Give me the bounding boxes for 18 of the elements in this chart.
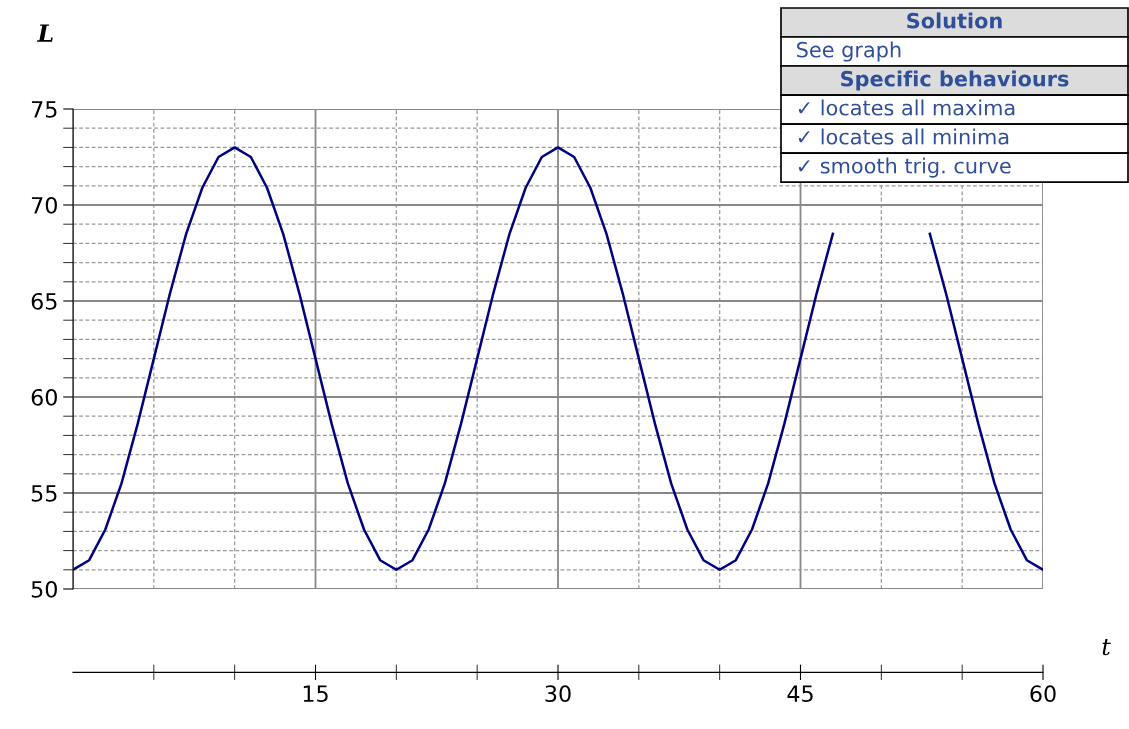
annotation: ✓ locates all minima <box>798 128 1009 145</box>
y-axis-title: L <box>36 24 53 42</box>
y-tick-label: 70 <box>31 196 57 214</box>
x-axis-title: t <box>1102 638 1111 656</box>
y-tick-label: 75 <box>31 101 57 118</box>
y-tick-label: 65 <box>31 292 57 310</box>
x-tick-label: 15 <box>303 685 328 703</box>
y-tick-label: 60 <box>31 388 57 406</box>
annotation: ✓ locates all maxima <box>798 99 1015 116</box>
text: See graph <box>797 41 901 62</box>
text: Solution <box>907 12 1002 29</box>
text: Specific behaviours <box>841 70 1069 91</box>
x-tick-label: 30 <box>545 685 571 703</box>
annotation: ✓ smooth trig. curve <box>798 157 1011 178</box>
y-tick-label: 50 <box>31 580 57 598</box>
y-tick-label: 55 <box>31 485 57 502</box>
x-tick-label: 45 <box>787 685 813 703</box>
x-tick-label: 60 <box>1030 685 1056 703</box>
